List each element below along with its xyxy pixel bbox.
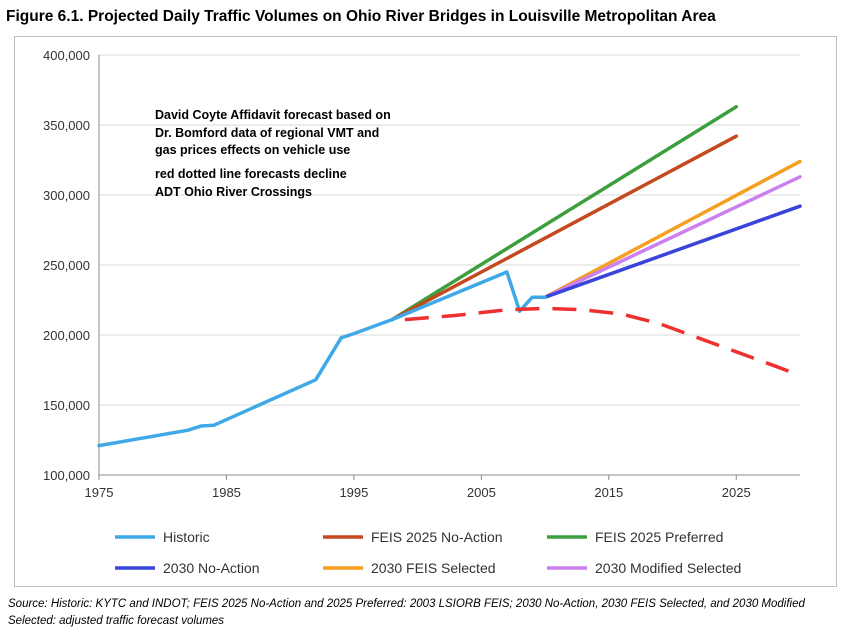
legend: Historic FEIS 2025 No-Action FEIS 2025 Pre… [115,529,741,576]
y-tick-label: 400,000 [43,48,90,63]
series-line-5 [543,175,802,299]
series-line-3 [543,204,802,299]
annotation-line: gas prices effects on vehicle use [155,143,350,157]
legend-label: 2030 Modified Selected [595,560,741,576]
legend-label: FEIS 2025 No-Action [371,529,503,545]
annotation-text: David Coyte Affidavit forecast based on D… [155,108,391,199]
figure-title: Figure 6.1. Projected Daily Traffic Volu… [6,8,716,25]
x-tick-label: 1985 [212,485,241,500]
source-note: Source: Historic: KYTC and INDOT; FEIS 2… [8,598,805,627]
y-tick-label: 350,000 [43,118,90,133]
annotation-line: ADT Ohio River Crossings [155,185,312,199]
y-tick-label: 150,000 [43,398,90,413]
annotation-line: David Coyte Affidavit forecast based on [155,108,391,122]
y-tick-label: 300,000 [43,188,90,203]
series-line-1 [390,134,739,322]
legend-label: 2030 No-Action [163,560,260,576]
x-tick-label: 2025 [722,485,751,500]
annotation-line: red dotted line forecasts decline [155,167,347,181]
x-tick-label: 2015 [594,485,623,500]
x-tick-label: 1975 [85,485,114,500]
series-lines [97,105,802,448]
series-line-0 [97,270,547,448]
y-tick-label: 250,000 [43,258,90,273]
axes: 100,000 150,000 200,000 250,000 300,000 350,0… [43,48,751,500]
chart-frame: 100,000 150,000 200,000 250,000 300,000 350,0… [14,36,837,587]
x-tick-label: 2005 [467,485,496,500]
annotation-line: Dr. Bomford data of regional VMT and [155,126,379,140]
y-tick-label: 200,000 [43,328,90,343]
forecast-dashed-line [404,306,801,378]
x-tick-label: 1995 [339,485,368,500]
legend-label: Historic [163,529,210,545]
line-chart: 100,000 150,000 200,000 250,000 300,000 350,0… [43,48,802,576]
gridlines [99,54,800,476]
legend-label: FEIS 2025 Preferred [595,529,723,545]
legend-label: 2030 FEIS Selected [371,560,496,576]
y-tick-label: 100,000 [43,468,90,483]
series-line-2 [390,105,739,322]
series-line-4 [543,159,802,299]
